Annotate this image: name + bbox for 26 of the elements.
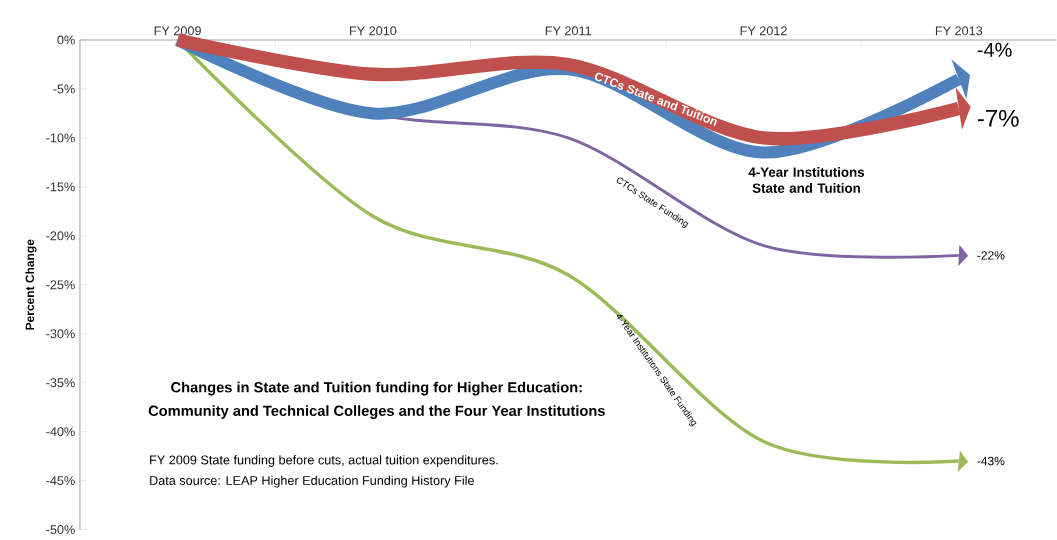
y-tick-label: -35% bbox=[46, 378, 75, 388]
x-tick-label: FY 2011 bbox=[545, 26, 592, 36]
data-label: -43% bbox=[977, 456, 1005, 466]
y-tick-label: -50% bbox=[46, 525, 75, 535]
y-tick-label: -40% bbox=[46, 427, 75, 437]
y-tick-label: -10% bbox=[46, 133, 75, 143]
annotation: FY 2009 State funding before cuts, actual tuition expenditures. bbox=[150, 455, 498, 468]
y-tick-label: -20% bbox=[46, 231, 75, 241]
data-label: -4% bbox=[977, 43, 1012, 57]
x-tick-label: FY 2013 bbox=[935, 26, 983, 36]
series-label: 4-Year Institutions State and Tuition bbox=[748, 167, 865, 194]
x-tick-label: FY 2009 bbox=[154, 26, 201, 36]
y-tick-label: -5% bbox=[53, 84, 75, 94]
text: Community and Technical Colleges and the Four Year Institutions bbox=[148, 405, 605, 420]
data-label: -22% bbox=[977, 251, 1005, 260]
x-tick-label: FY 2012 bbox=[740, 26, 787, 36]
text: Changes in State and Tuition funding for Higher Education: bbox=[171, 381, 582, 396]
x-tick-label: FY 2010 bbox=[350, 26, 397, 36]
data-label: -7% bbox=[977, 110, 1019, 127]
y-tick-label: 0% bbox=[57, 35, 75, 45]
y-tick-label: -30% bbox=[46, 329, 75, 339]
y-axis-title: Percent Change bbox=[25, 239, 37, 330]
y-tick-label: -25% bbox=[46, 280, 75, 290]
y-tick-label: -45% bbox=[46, 476, 75, 486]
annotation: Data source: LEAP Higher Education Funding History File bbox=[150, 475, 474, 488]
y-tick-label: -15% bbox=[46, 182, 75, 192]
